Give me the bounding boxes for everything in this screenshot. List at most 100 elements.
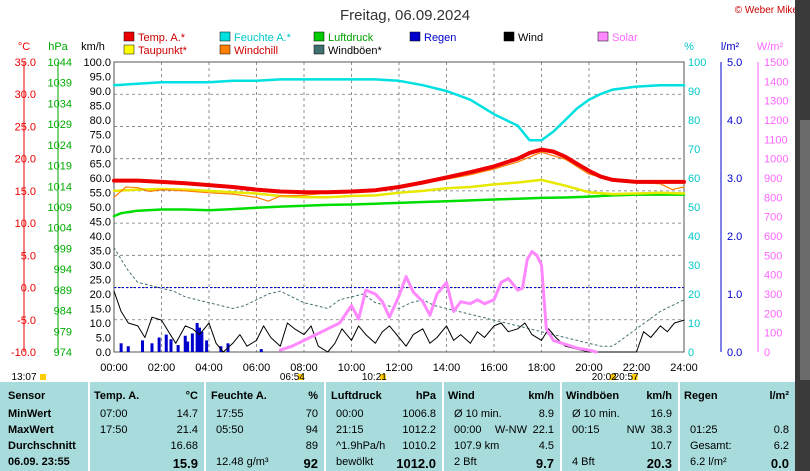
legend-swatch bbox=[219, 31, 231, 42]
pressure-tick-label: 1024 bbox=[48, 140, 72, 152]
stats-value: 1012.2 bbox=[402, 424, 436, 436]
solar-tick-label: 1000 bbox=[764, 154, 788, 166]
wind-tick-label: 60.0 bbox=[90, 173, 111, 185]
solar-tick-label: 900 bbox=[764, 173, 782, 185]
stats-direction: NW bbox=[626, 424, 645, 436]
stats-header: Windböen bbox=[566, 390, 620, 402]
time-tick-label: 10:00 bbox=[338, 362, 366, 374]
stats-header: Luftdruck bbox=[331, 390, 382, 402]
legend-swatch bbox=[123, 31, 135, 42]
rain-tick-label: 4.0 bbox=[727, 115, 742, 127]
humidity-tick-label: 0 bbox=[688, 347, 694, 359]
humidity-tick-label: 50 bbox=[688, 202, 700, 214]
humidity-line bbox=[112, 78, 686, 142]
stats-header: l/m² bbox=[769, 390, 789, 402]
humidity-tick-label: 20 bbox=[688, 289, 700, 301]
time-tick-label: 22:00 bbox=[623, 362, 651, 374]
stats-time: 17:55 bbox=[216, 408, 244, 420]
wind-tick-label: 30.0 bbox=[90, 260, 111, 272]
wind-tick-label: 5.0 bbox=[96, 333, 111, 345]
wind-tick-label: 55.0 bbox=[90, 188, 111, 200]
time-marker-label: 20:02 bbox=[592, 372, 617, 382]
wind-tick-label: 100.0 bbox=[83, 57, 111, 69]
rain-tick-label: 2.0 bbox=[727, 231, 742, 243]
temperature-line bbox=[112, 147, 686, 195]
stats-value: 70 bbox=[305, 408, 318, 420]
humidity-tick-label: 60 bbox=[688, 173, 700, 185]
wind-tick-label: 75.0 bbox=[90, 130, 111, 142]
sun-marker-icon bbox=[631, 374, 638, 380]
legend-item: Regen bbox=[424, 32, 456, 44]
solar-tick-label: 1500 bbox=[764, 57, 788, 69]
stats-header: Sensor bbox=[8, 390, 46, 402]
solar-tick-label: 500 bbox=[764, 250, 782, 262]
rain-bar bbox=[186, 341, 190, 352]
stats-value: 1006.8 bbox=[402, 408, 436, 420]
wind-tick-label: 90.0 bbox=[90, 86, 111, 98]
wind-tick-label: 45.0 bbox=[90, 217, 111, 229]
pressure-tick-label: 1009 bbox=[48, 202, 72, 214]
humidity-tick-label: 80 bbox=[688, 115, 700, 127]
legend-item: Solar bbox=[612, 32, 638, 44]
pressure-tick-label: 1019 bbox=[48, 161, 72, 173]
dewpoint-line bbox=[112, 178, 686, 199]
stats-time: Ø 10 min. bbox=[454, 408, 502, 420]
rain-bar bbox=[198, 327, 201, 352]
stats-value: 8.9 bbox=[538, 408, 554, 420]
stats-value: 16.9 bbox=[650, 408, 672, 420]
stats-value: 6.2 bbox=[773, 440, 789, 452]
solar-tick-label: 100 bbox=[764, 328, 782, 340]
stats-value: 94 bbox=[305, 424, 318, 436]
stats-time: 107.9 km bbox=[454, 440, 500, 452]
pressure-tick-label: 984 bbox=[54, 306, 72, 318]
time-tick-label: 18:00 bbox=[528, 362, 556, 374]
humidity-tick-label: 70 bbox=[688, 144, 700, 156]
solar-tick-label: 600 bbox=[764, 231, 782, 243]
plot-frame bbox=[113, 61, 685, 353]
stats-time: 17:50 bbox=[100, 424, 128, 436]
time-tick-label: 04:00 bbox=[195, 362, 223, 374]
humidity-axis-unit: % bbox=[684, 41, 694, 53]
stats-header: % bbox=[308, 390, 318, 402]
wind-tick-label: 25.0 bbox=[90, 275, 111, 287]
stats-panel: Sensor Temp. A. °C Feuchte A.% Luftdruck hPa W… bbox=[0, 382, 795, 471]
stats-value: 89 bbox=[305, 440, 318, 452]
humidity-tick-label: 10 bbox=[688, 318, 700, 330]
pressure-tick-label: 994 bbox=[54, 264, 72, 276]
wind-tick-label: 70.0 bbox=[90, 144, 111, 156]
rain-tick-label: 3.0 bbox=[727, 173, 742, 185]
rain-bar bbox=[150, 343, 154, 352]
stats-value: 38.3 bbox=[650, 424, 672, 436]
wind-tick-label: 50.0 bbox=[90, 202, 111, 214]
credit-label: © Weber Mike bbox=[735, 5, 799, 16]
solar-tick-label: 1200 bbox=[764, 115, 788, 127]
rain-bar bbox=[141, 340, 144, 352]
legend-item: Windböen* bbox=[328, 45, 383, 57]
solar-line bbox=[278, 250, 598, 354]
legend-item: Wind bbox=[518, 32, 543, 44]
rain-bar bbox=[169, 339, 173, 352]
legend-item: Luftdruck bbox=[328, 32, 374, 44]
stats-value: 0.0 bbox=[770, 456, 789, 471]
legend-item: Windchill bbox=[234, 45, 278, 57]
legend-item: Taupunkt* bbox=[138, 45, 188, 57]
solar-tick-label: 0 bbox=[764, 347, 770, 359]
time-marker-label: 10:21 bbox=[362, 372, 387, 382]
rain-tick-label: 0.0 bbox=[727, 347, 742, 359]
pressure-tick-label: 1014 bbox=[48, 181, 72, 193]
temp-tick-label: -10.0 bbox=[11, 347, 36, 359]
stats-header: km/h bbox=[528, 390, 554, 402]
temp-tick-label: 10.0 bbox=[15, 218, 36, 230]
solar-tick-label: 1300 bbox=[764, 96, 788, 108]
stats-direction: W-NW bbox=[494, 424, 527, 436]
wind-axis-unit: km/h bbox=[81, 41, 105, 53]
stats-value: 22.1 bbox=[532, 424, 554, 436]
stats-value: 16.68 bbox=[170, 440, 198, 452]
rain-bar bbox=[119, 343, 123, 352]
wind-tick-label: 80.0 bbox=[90, 115, 111, 127]
stats-separator bbox=[678, 382, 680, 471]
temp-tick-label: 25.0 bbox=[15, 121, 36, 133]
stats-value: 0.8 bbox=[773, 424, 789, 436]
humidity-tick-label: 30 bbox=[688, 260, 700, 272]
rain-bar bbox=[157, 337, 161, 352]
